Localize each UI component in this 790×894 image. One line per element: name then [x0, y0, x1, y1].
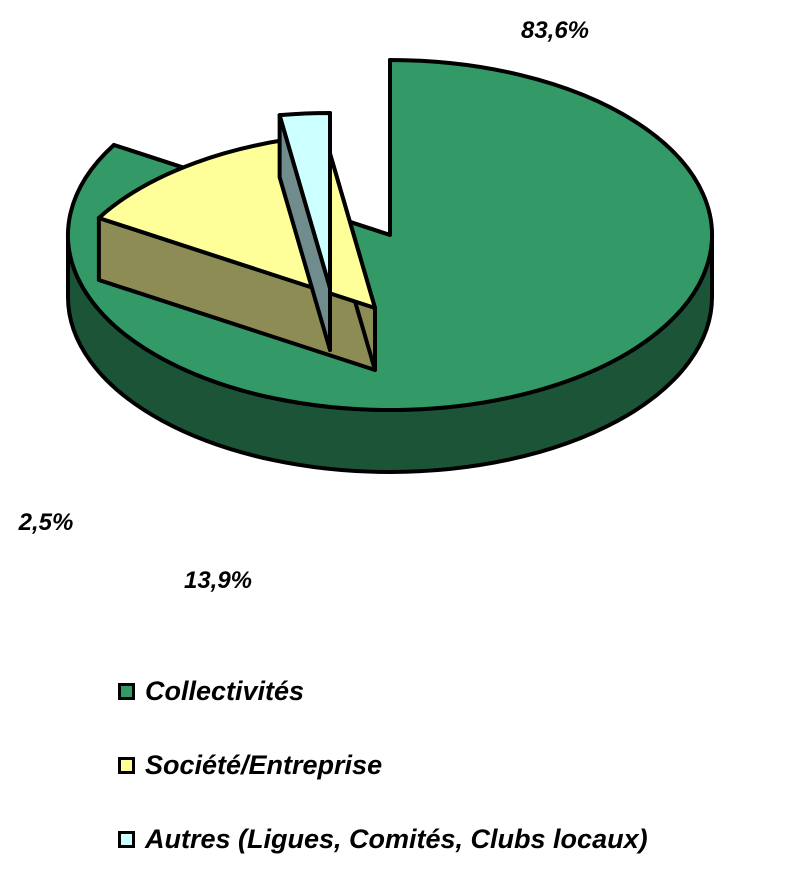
- data-label-autres: 2,5%: [18, 509, 74, 536]
- pie-slice-autres: [277, 111, 332, 352]
- pie-plot-area: 83,6% 13,9% 2,5%: [18, 17, 714, 594]
- legend-label-societe: Société/Entreprise: [145, 749, 383, 780]
- legend-item-autres: Autres (Ligues, Comités, Clubs locaux): [118, 820, 648, 858]
- data-label-collectivites: 83,6%: [521, 17, 589, 44]
- legend-swatch-collectivites: [118, 682, 135, 700]
- legend-swatch-autres: [118, 830, 135, 848]
- legend-label-collectivites: Collectivités: [145, 675, 305, 706]
- legend-label-autres: Autres (Ligues, Comités, Clubs locaux): [145, 823, 648, 854]
- pie-chart: 83,6% 13,9% 2,5% Collectivités Société/Ent…: [18, 17, 714, 854]
- pie-slice-top-autres: [277, 111, 332, 290]
- legend-item-collectivites: Collectivités: [118, 672, 648, 710]
- data-label-societe: 13,9%: [184, 567, 252, 594]
- legend-swatch-societe: [118, 756, 135, 774]
- legend-item-societe: Société/Entreprise: [118, 746, 648, 784]
- legend: Collectivités Société/Entreprise Autres …: [118, 672, 648, 894]
